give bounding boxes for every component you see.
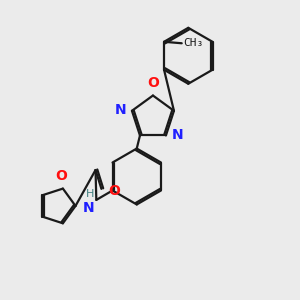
Text: O: O <box>56 169 68 183</box>
Text: N: N <box>172 128 183 142</box>
Text: H: H <box>86 189 94 199</box>
Text: N: N <box>82 201 94 215</box>
Text: N: N <box>114 103 126 117</box>
Text: O: O <box>108 184 120 198</box>
Text: O: O <box>147 76 159 90</box>
Text: CH₃: CH₃ <box>183 38 203 48</box>
